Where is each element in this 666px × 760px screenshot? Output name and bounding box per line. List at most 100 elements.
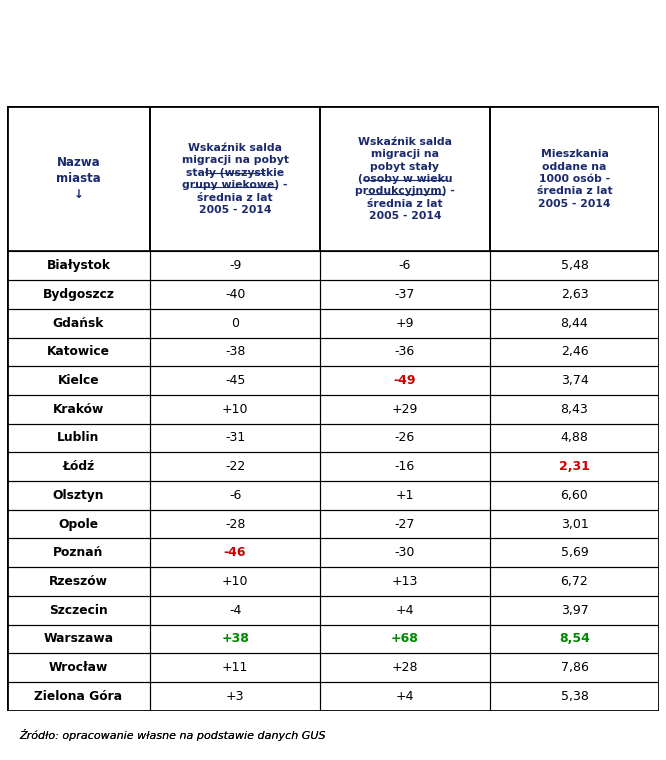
Text: +13: +13 [392,575,418,588]
Text: +10: +10 [222,575,248,588]
Bar [320,510,490,538]
Text: +1: +1 [396,489,414,502]
Text: -27: -27 [395,518,415,530]
Text: +28: +28 [392,661,418,674]
Bar [490,337,659,366]
Text: 2,46: 2,46 [561,345,588,359]
Text: -46: -46 [224,546,246,559]
Bar [7,510,151,538]
Text: Wrocław: Wrocław [49,661,108,674]
Bar [7,337,151,366]
Text: -38: -38 [225,345,245,359]
Bar [7,653,151,682]
Bar [490,567,659,596]
Text: 3,74: 3,74 [561,374,588,387]
Text: 2,31: 2,31 [559,460,590,473]
Bar [490,309,659,337]
Bar [320,653,490,682]
Bar [151,567,320,596]
Bar [7,423,151,452]
Bar [7,538,151,567]
Text: +9: +9 [396,317,414,330]
Bar [320,309,490,337]
Text: -28: -28 [225,518,245,530]
Bar [151,682,320,711]
Bar [151,538,320,567]
Text: 6,60: 6,60 [561,489,588,502]
Text: -9: -9 [229,259,241,272]
Text: -6: -6 [399,259,411,272]
Bar [7,596,151,625]
Bar [151,366,320,395]
Text: 3,97: 3,97 [561,603,588,616]
Text: +29: +29 [392,403,418,416]
Bar [320,252,490,280]
Text: Warszawa: Warszawa [43,632,113,645]
Bar [490,395,659,423]
Text: +38: +38 [221,632,249,645]
Text: 4,88: 4,88 [561,432,589,445]
Bar [490,625,659,653]
Bar [151,395,320,423]
Bar [490,280,659,309]
Bar [7,252,151,280]
Bar [320,452,490,481]
Bar [151,252,320,280]
Bar [320,682,490,711]
Bar [490,452,659,481]
Text: Wskaźnik salda
migracji na pobyt
stały (wszystkie
grupy wiekowe) -
średnia z lat: Wskaźnik salda migracji na pobyt stały (… [182,143,288,215]
Text: -36: -36 [395,345,415,359]
Text: +4: +4 [396,690,414,703]
Bar [151,337,320,366]
Bar [320,538,490,567]
Bar [7,452,151,481]
Text: Katowice: Katowice [47,345,110,359]
Text: 0: 0 [231,317,239,330]
Text: -6: -6 [229,489,241,502]
Text: Gdańsk: Gdańsk [53,317,104,330]
Bar [320,366,490,395]
Bar [490,538,659,567]
Text: 3,01: 3,01 [561,518,588,530]
Text: +11: +11 [222,661,248,674]
Bar [490,596,659,625]
Text: -49: -49 [394,374,416,387]
Bar [7,567,151,596]
Text: -22: -22 [225,460,245,473]
Text: -45: -45 [225,374,245,387]
Text: 6,72: 6,72 [561,575,588,588]
Bar [490,682,659,711]
Text: -30: -30 [395,546,415,559]
Text: Bydgoszcz: Bydgoszcz [43,288,115,301]
Text: Kraków: Kraków [53,403,104,416]
Bar [151,423,320,452]
Bar [490,423,659,452]
Bar [151,106,320,252]
Text: 8,54: 8,54 [559,632,590,645]
Text: 7,86: 7,86 [561,661,589,674]
Text: Poznań: Poznań [53,546,104,559]
Text: +68: +68 [391,632,419,645]
Bar [490,252,659,280]
Bar [320,280,490,309]
Bar [320,395,490,423]
Bar [151,653,320,682]
Bar [7,625,151,653]
Bar [151,625,320,653]
Text: Zielona Góra: Zielona Góra [35,690,123,703]
Text: -16: -16 [395,460,415,473]
Text: +4: +4 [396,603,414,616]
Bar [7,106,151,252]
Text: 5,48: 5,48 [561,259,589,272]
Text: +3: +3 [226,690,244,703]
Text: Rzeszów: Rzeszów [49,575,108,588]
Bar [7,280,151,309]
Bar [320,567,490,596]
Bar [490,366,659,395]
Text: Mieszkania
oddane na
1000 osób -
średnia z lat
2005 - 2014: Mieszkania oddane na 1000 osób - średnia… [537,149,612,209]
Text: -40: -40 [225,288,245,301]
Text: Lublin: Lublin [57,432,100,445]
Text: Białystok: Białystok [47,259,111,272]
Text: -26: -26 [395,432,415,445]
Text: Relacja między saldem migracji i liczbą mieszkań
wybudowanych w miastach wojewód: Relacja między saldem migracji i liczbą … [73,20,593,90]
